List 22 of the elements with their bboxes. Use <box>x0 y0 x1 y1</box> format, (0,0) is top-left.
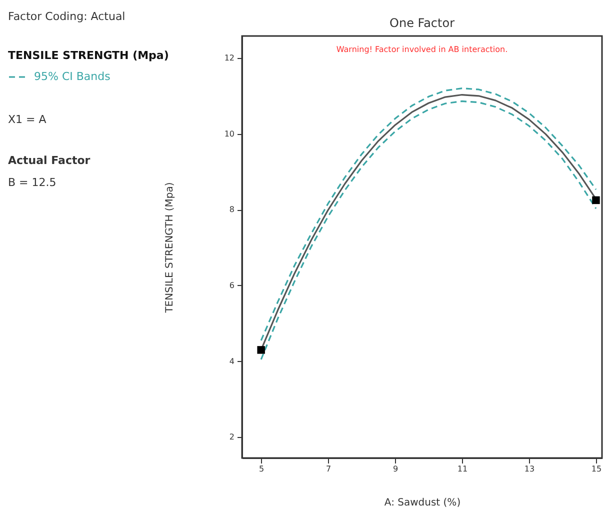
x-axis-title: A: Sawdust (%) <box>384 498 461 508</box>
y-tick-label: 10 <box>224 129 234 138</box>
y-tick-label: 12 <box>224 53 234 62</box>
text: B = 12.5 <box>8 176 56 189</box>
y-tick-label: 6 <box>229 280 234 290</box>
x-tick-label: 7 <box>326 464 332 474</box>
y-tick-label: 2 <box>229 432 234 442</box>
y-axis-title: TENSILE STRENGTH (Mpa) <box>164 182 176 314</box>
x-tick-label: 11 <box>457 464 468 474</box>
y-tick-label: 8 <box>229 205 234 214</box>
text: Actual Factor <box>8 154 90 167</box>
text: X1 = A <box>8 113 46 126</box>
x-tick-label: 13 <box>524 464 535 474</box>
x-tick-label: 9 <box>392 464 398 474</box>
y-tick-label: 4 <box>229 356 234 366</box>
annotation: Warning! Factor involved in AB interaction. <box>336 45 508 54</box>
chart-title: One Factor <box>390 16 455 30</box>
x-tick-label: 5 <box>259 464 264 474</box>
legend-title: TENSILE STRENGTH (Mpa) <box>8 49 169 62</box>
text: Factor Coding: Actual <box>8 10 126 23</box>
legend-label: 95% CI Bands <box>34 70 111 83</box>
x-tick-label: 15 <box>591 464 602 474</box>
